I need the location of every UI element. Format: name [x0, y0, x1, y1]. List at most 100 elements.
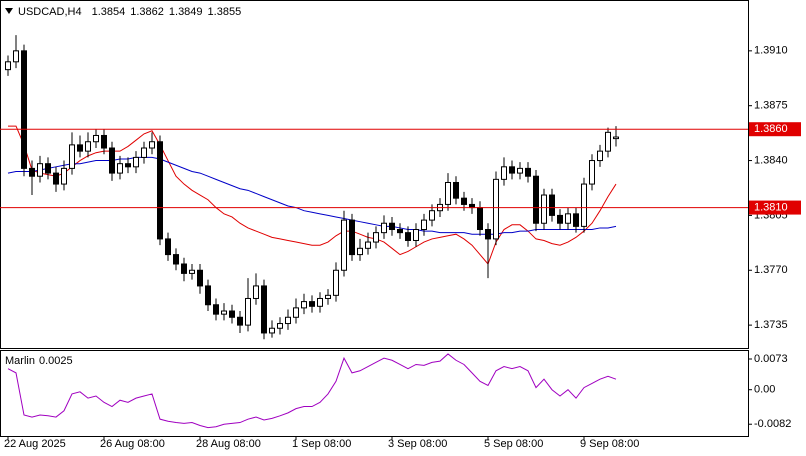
- y-tick-label: 0.00: [754, 384, 775, 396]
- candle-body: [125, 163, 131, 168]
- price-panel: [0, 0, 749, 349]
- candle-body: [589, 160, 595, 185]
- symbol: USDCAD,H4: [18, 6, 82, 18]
- candle-body: [493, 178, 499, 240]
- candle-body: [501, 166, 507, 180]
- candle-body: [253, 285, 259, 299]
- x-tick-label: 9 Sep 08:00: [580, 438, 639, 450]
- x-tick-label: 22 Aug 2025: [4, 438, 66, 450]
- candle-body: [109, 147, 115, 174]
- candle-body: [173, 254, 179, 265]
- candle-body: [101, 134, 107, 149]
- candle-body: [533, 175, 539, 224]
- candle-body: [389, 222, 395, 231]
- candle-body: [309, 301, 315, 307]
- indicator-panel: [0, 350, 749, 437]
- candle-body: [221, 310, 227, 315]
- x-tick-label: 5 Sep 08:00: [484, 438, 543, 450]
- candle-body: [445, 181, 451, 205]
- candle-body: [29, 167, 35, 177]
- candle-body: [181, 263, 187, 274]
- candle-body: [541, 194, 547, 224]
- y-tick-label: 1.3735: [754, 319, 788, 331]
- candle-body: [325, 294, 331, 299]
- candle-body: [277, 323, 283, 329]
- candle-body: [133, 156, 139, 168]
- candle-body: [213, 304, 219, 315]
- candle-body: [485, 229, 491, 240]
- candle-body: [301, 301, 307, 309]
- indicator-header: Marlin 0.0025: [5, 355, 73, 367]
- candle-body: [333, 269, 339, 296]
- candle-body: [357, 247, 363, 256]
- candle-body: [237, 316, 243, 326]
- candle-body: [245, 297, 251, 326]
- level-label: 1.3860: [754, 123, 788, 135]
- candle-body: [461, 197, 467, 205]
- candle-body: [421, 219, 427, 231]
- x-tick-label: 1 Sep 08:00: [292, 438, 351, 450]
- high-value: 1.3862: [130, 6, 164, 18]
- candle-body: [341, 219, 347, 271]
- y-tick-label: 1.3770: [754, 264, 788, 276]
- candle-body: [413, 229, 419, 241]
- candle-body: [269, 327, 275, 334]
- candle-body: [317, 297, 323, 307]
- candle-body: [205, 285, 211, 306]
- y-tick-label: 0.0073: [754, 353, 788, 365]
- level-label-box: [749, 122, 801, 137]
- indicator-value: 0.0025: [39, 355, 73, 367]
- level-label: 1.3810: [754, 201, 788, 213]
- open-value: 1.3854: [92, 6, 126, 18]
- level-label-box: [749, 200, 801, 215]
- candle-body: [517, 167, 523, 174]
- indicator-name: Marlin: [5, 355, 35, 367]
- candle-body: [365, 241, 371, 249]
- y-tick-label: 1.3910: [754, 45, 788, 57]
- candle-body: [381, 222, 387, 234]
- candle-body: [157, 141, 163, 240]
- candle-body: [557, 214, 563, 224]
- candle-body: [117, 163, 123, 174]
- y-tick-label: 1.3840: [754, 154, 788, 166]
- candle-body: [597, 150, 603, 162]
- x-tick-label: 28 Aug 08:00: [196, 438, 261, 450]
- x-tick-label: 3 Sep 08:00: [388, 438, 447, 450]
- candle-body: [13, 50, 19, 63]
- candle-body: [565, 213, 571, 224]
- candle-body: [37, 163, 43, 177]
- candle-body: [373, 232, 379, 243]
- candle-body: [573, 213, 579, 227]
- candle-body: [525, 167, 531, 177]
- candle-body: [141, 147, 147, 158]
- candle-body: [477, 207, 483, 231]
- candle-body: [53, 172, 59, 185]
- candle-body: [21, 50, 27, 169]
- candle-body: [549, 194, 555, 216]
- candle-body: [405, 232, 411, 241]
- low-value: 1.3849: [169, 6, 203, 18]
- candle-body: [93, 134, 99, 143]
- chart-header: USDCAD,H4 1.3854 1.3862 1.3849 1.3855: [18, 6, 241, 18]
- y-tick-label: 1.3875: [754, 100, 788, 112]
- candle-body: [613, 136, 619, 140]
- candle-body: [261, 285, 267, 334]
- candle-body: [61, 167, 67, 185]
- candle-body: [45, 163, 51, 174]
- candle-body: [509, 166, 515, 174]
- candle-body: [397, 229, 403, 234]
- candle-body: [605, 131, 611, 152]
- candle-body: [285, 316, 291, 325]
- candle-body: [5, 61, 11, 71]
- candle-body: [293, 307, 299, 318]
- candle-body: [581, 183, 587, 227]
- candle-body: [149, 141, 155, 149]
- candle-body: [453, 181, 459, 199]
- candle-body: [229, 310, 235, 318]
- indicator-line: [7, 353, 617, 429]
- y-tick-label: -0.0082: [754, 418, 791, 430]
- menu-icon[interactable]: [5, 8, 13, 14]
- candle-body: [197, 269, 203, 287]
- candle-body: [69, 144, 75, 169]
